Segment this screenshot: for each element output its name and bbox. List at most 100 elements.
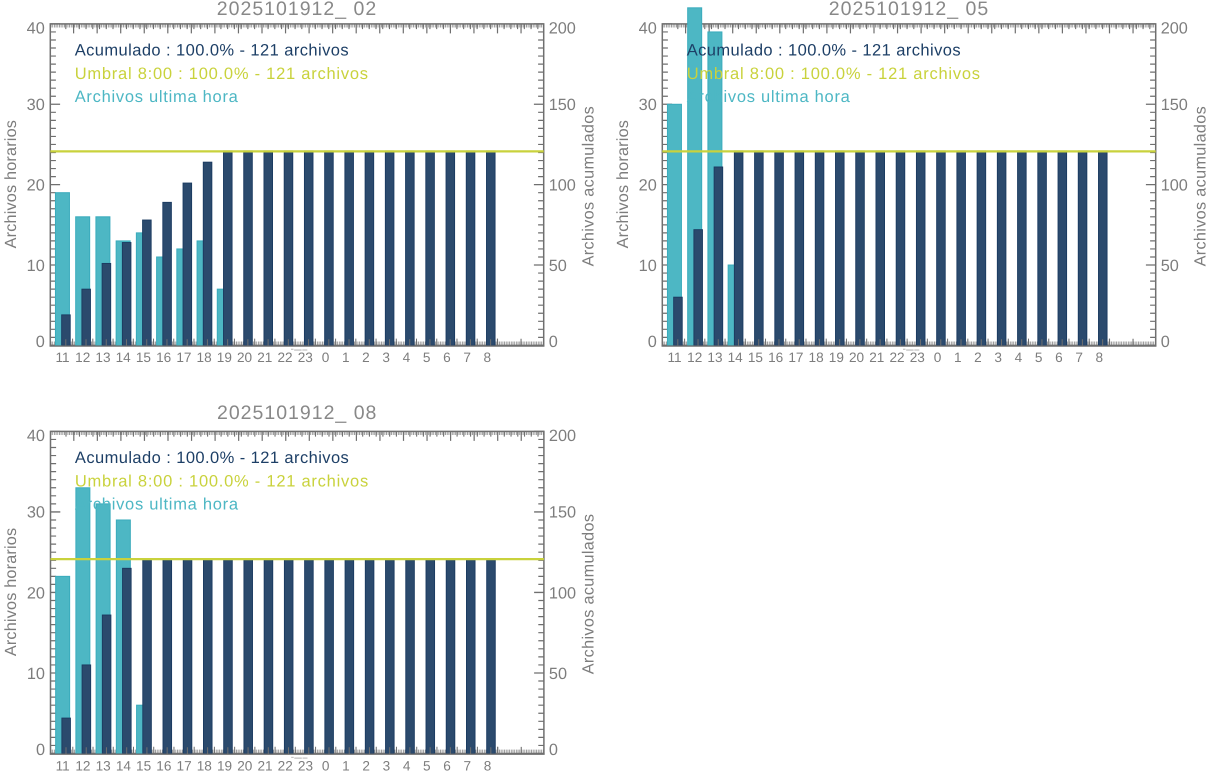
svg-text:3: 3	[383, 758, 391, 771]
svg-text:Umbral 8:00 : 100.0% - 121 arc: Umbral 8:00 : 100.0% - 121 archivos	[75, 473, 369, 491]
svg-text:30: 30	[27, 96, 45, 114]
svg-text:1: 1	[342, 758, 350, 771]
svg-text:4: 4	[403, 758, 411, 771]
svg-text:10: 10	[639, 257, 657, 275]
svg-text:30: 30	[639, 96, 657, 114]
svg-text:Archivos horarios: Archivos horarios	[2, 528, 20, 656]
svg-text:18: 18	[197, 758, 212, 771]
svg-text:Acumulado : 100.0% - 121 archi: Acumulado : 100.0% - 121 archivos	[687, 41, 961, 59]
svg-text:100: 100	[1161, 176, 1188, 194]
svg-text:40: 40	[639, 19, 657, 37]
svg-text:2: 2	[362, 758, 370, 771]
svg-text:50: 50	[549, 665, 567, 683]
svg-text:1: 1	[342, 350, 350, 365]
svg-text:19: 19	[217, 758, 232, 771]
svg-text:200: 200	[549, 19, 576, 37]
svg-text:40: 40	[27, 427, 45, 445]
svg-text:2: 2	[362, 350, 370, 365]
svg-text:7: 7	[463, 350, 471, 365]
svg-text:13: 13	[95, 350, 110, 365]
svg-text:8: 8	[484, 758, 492, 771]
svg-text:Archivos ultima hora: Archivos ultima hora	[687, 88, 851, 106]
svg-text:Archivos acumulados: Archivos acumulados	[580, 106, 598, 267]
svg-text:Archivos acumulados: Archivos acumulados	[580, 514, 598, 675]
svg-text:5: 5	[423, 758, 431, 771]
svg-text:3: 3	[382, 350, 390, 365]
svg-text:2: 2	[974, 350, 982, 365]
svg-text:4: 4	[1015, 350, 1023, 365]
svg-text:23: 23	[910, 350, 925, 365]
svg-text:20: 20	[27, 584, 45, 602]
svg-text:16: 16	[768, 350, 783, 365]
svg-text:0: 0	[1161, 333, 1170, 351]
svg-text:Umbral 8:00 : 100.0% - 121 arc: Umbral 8:00 : 100.0% - 121 archivos	[687, 65, 981, 83]
svg-text:0: 0	[934, 350, 942, 365]
svg-text:2025101912_ 05: 2025101912_ 05	[829, 0, 989, 20]
svg-text:22: 22	[889, 350, 904, 365]
svg-text:2025101912_ 08: 2025101912_ 08	[217, 402, 377, 424]
svg-text:12: 12	[687, 350, 702, 365]
svg-text:20: 20	[639, 176, 657, 194]
svg-text:7: 7	[1075, 350, 1083, 365]
svg-text:11: 11	[55, 350, 69, 365]
svg-text:11: 11	[667, 350, 681, 365]
svg-text:0: 0	[648, 333, 657, 351]
svg-text:Archivos acumulados: Archivos acumulados	[1192, 106, 1206, 267]
svg-text:17: 17	[176, 350, 191, 365]
svg-text:21: 21	[257, 350, 272, 365]
svg-text:10: 10	[27, 257, 45, 275]
svg-text:18: 18	[809, 350, 824, 365]
svg-text:3: 3	[994, 350, 1002, 365]
svg-text:0: 0	[549, 741, 558, 759]
svg-text:15: 15	[136, 350, 151, 365]
svg-text:13: 13	[96, 758, 111, 771]
svg-text:Acumulado : 100.0% - 121 archi: Acumulado : 100.0% - 121 archivos	[75, 449, 349, 467]
svg-text:14: 14	[116, 758, 132, 771]
svg-text:4: 4	[403, 350, 411, 365]
svg-text:15: 15	[136, 758, 151, 771]
svg-text:8: 8	[1096, 350, 1104, 365]
svg-text:6: 6	[443, 350, 451, 365]
svg-text:100: 100	[549, 584, 576, 602]
svg-text:200: 200	[549, 427, 576, 445]
svg-text:13: 13	[707, 350, 722, 365]
svg-text:22: 22	[278, 758, 293, 771]
svg-text:30: 30	[27, 504, 45, 522]
svg-text:Archivos ultima hora: Archivos ultima hora	[75, 496, 239, 514]
svg-text:0: 0	[549, 333, 558, 351]
svg-text:0: 0	[322, 350, 330, 365]
svg-text:6: 6	[443, 758, 451, 771]
svg-text:6: 6	[1055, 350, 1063, 365]
svg-text:0: 0	[36, 333, 45, 351]
svg-text:5: 5	[1035, 350, 1043, 365]
svg-text:15: 15	[748, 350, 763, 365]
svg-text:11: 11	[56, 758, 70, 771]
svg-text:12: 12	[75, 350, 90, 365]
svg-text:0: 0	[36, 741, 45, 759]
svg-text:22: 22	[277, 350, 292, 365]
svg-text:20: 20	[27, 176, 45, 194]
svg-text:17: 17	[177, 758, 192, 771]
svg-text:Archivos horarios: Archivos horarios	[614, 120, 632, 248]
svg-text:20: 20	[237, 758, 253, 771]
svg-text:150: 150	[549, 96, 576, 114]
svg-text:Archivos horarios: Archivos horarios	[2, 120, 20, 248]
svg-text:50: 50	[549, 257, 567, 275]
svg-text:8: 8	[484, 350, 492, 365]
svg-text:21: 21	[257, 758, 272, 771]
svg-text:0: 0	[322, 758, 330, 771]
svg-text:12: 12	[75, 758, 90, 771]
svg-text:19: 19	[829, 350, 844, 365]
svg-text:Archivos ultima hora: Archivos ultima hora	[75, 88, 239, 106]
svg-text:18: 18	[197, 350, 212, 365]
svg-text:100: 100	[549, 176, 576, 194]
svg-text:1: 1	[954, 350, 962, 365]
svg-text:19: 19	[217, 350, 232, 365]
svg-text:17: 17	[788, 350, 803, 365]
svg-text:16: 16	[156, 758, 171, 771]
svg-text:40: 40	[27, 19, 45, 37]
svg-text:10: 10	[27, 665, 45, 683]
svg-text:5: 5	[423, 350, 431, 365]
svg-text:23: 23	[298, 350, 313, 365]
svg-text:20: 20	[849, 350, 865, 365]
